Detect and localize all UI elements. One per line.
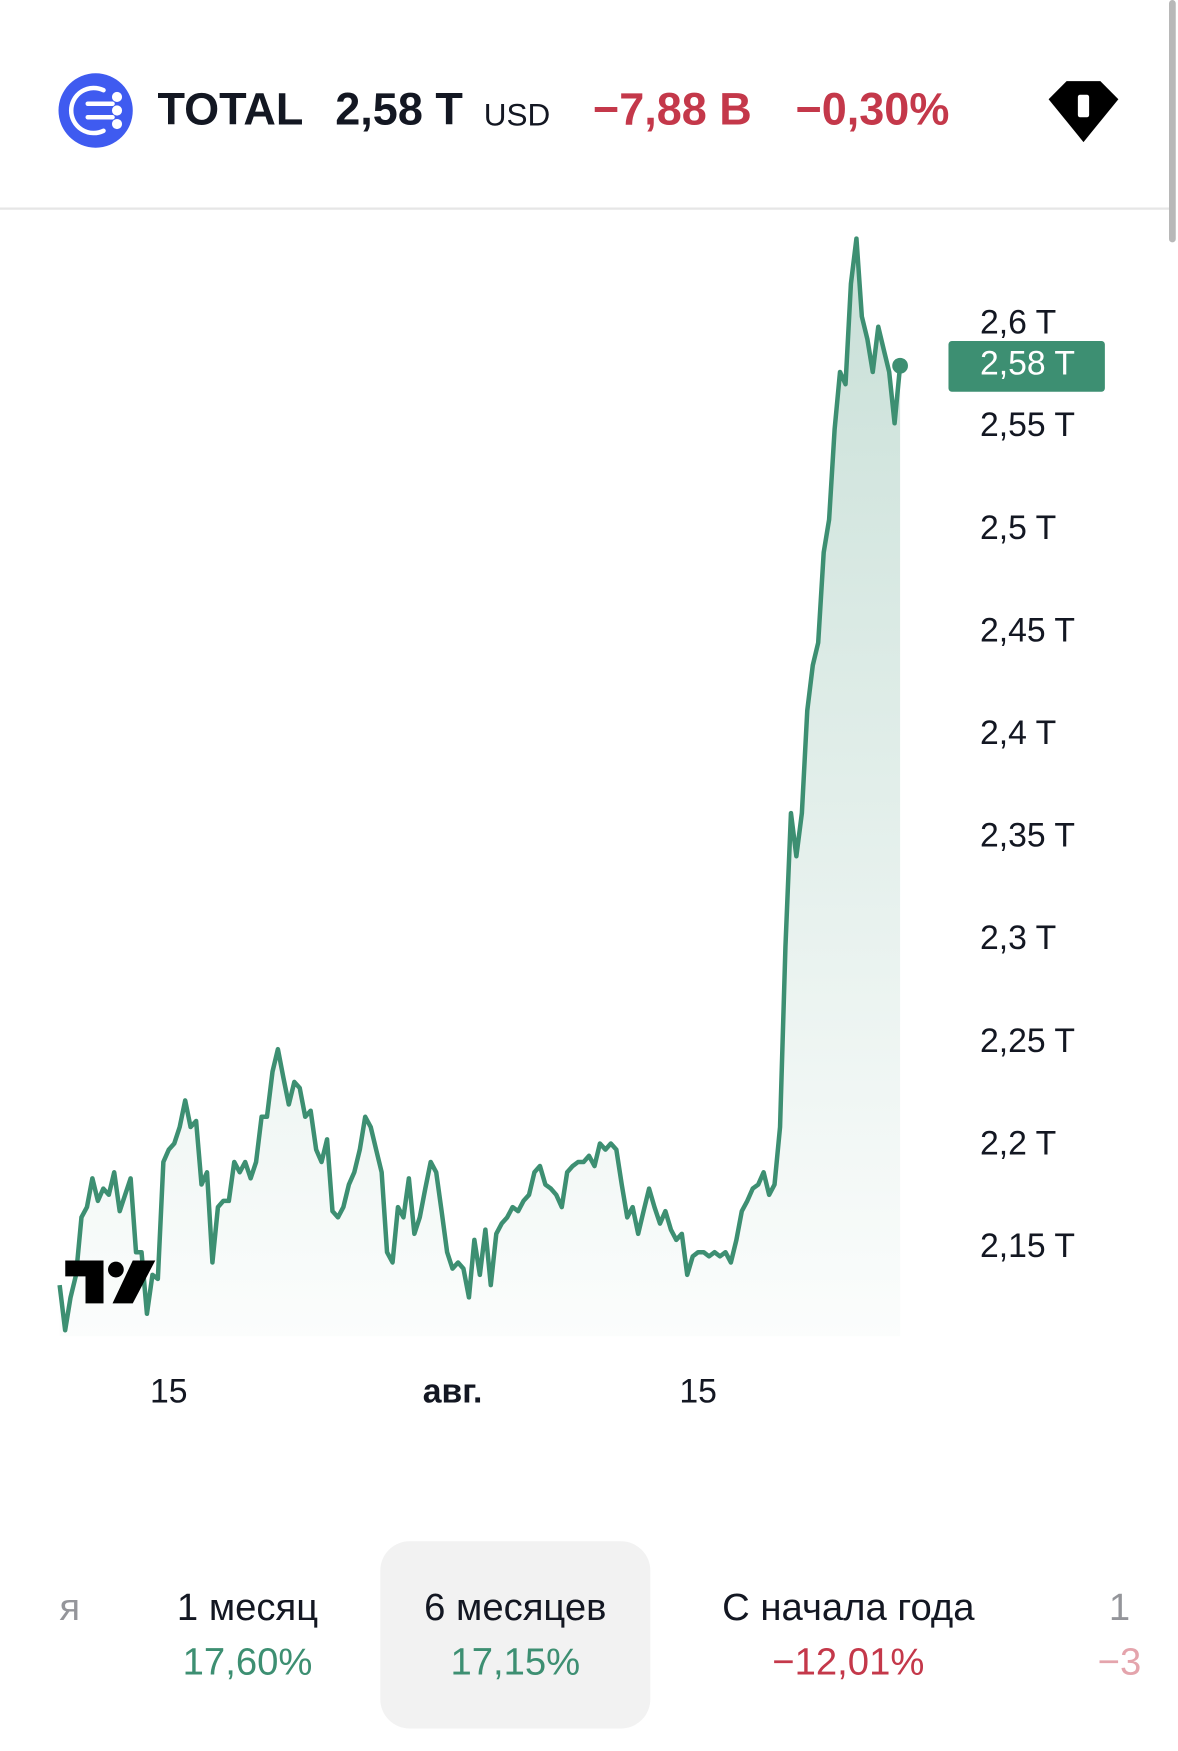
y-tick-label: 2,25 T [980,1022,1075,1060]
y-tick-label: 2,35 T [980,817,1075,855]
last-point [892,357,908,374]
currency: USD [484,97,550,133]
period-label[interactable]: С начала года [722,1586,975,1629]
period-label[interactable]: 1 месяц [177,1586,318,1629]
logo-part [108,1261,124,1278]
logo-part [65,1260,104,1304]
period-change[interactable]: 17,15% [450,1640,580,1683]
x-tick-label: авг. [423,1372,483,1410]
period-label[interactable]: 6 месяцев [424,1586,606,1629]
period-tabs: я 1 месяц 17,60% 6 месяцев 17,15% С начала го… [59,1586,1141,1683]
selected-period-bg [380,1541,651,1729]
change-percent: −0,30% [795,84,949,135]
y-tick-label: 2,3 T [980,919,1056,957]
tradingview-logo [65,1260,156,1304]
y-tick-label: 2,45 T [980,611,1075,649]
scrollbar [1168,0,1176,243]
period-label[interactable]: 1 [1109,1586,1130,1629]
price: 2,58 T [335,84,463,135]
logo-glyph [68,85,123,136]
change: −7,88 B [593,84,752,135]
last-value-badge [948,340,1105,392]
chart: 2,15 T 2,2 T 2,25 T 2,3 T 2,35 T 2,4 T 2,45 T 2… [57,236,1105,1411]
period-change[interactable]: −3 [1098,1640,1142,1683]
y-tick-label: 2,4 T [980,714,1056,752]
y-tick-label: 2,6 T [980,304,1056,342]
period-label[interactable]: я [59,1586,80,1629]
header: TOTAL 2,58 T USD −7,88 B −0,30% [0,0,1176,243]
logo-part [112,1260,156,1304]
x-tick-label: 15 [679,1372,717,1410]
last-value-label: 2,58 T [980,345,1075,383]
line [57,236,903,1333]
y-tick-label: 2,15 T [980,1227,1075,1265]
y-tick-label: 2,2 T [980,1124,1056,1162]
symbol-logo [58,73,133,148]
symbol: TOTAL [158,84,304,135]
premium-icon-candle [1077,94,1090,118]
y-tick-label: 2,55 T [980,406,1075,444]
period-change[interactable]: 17,60% [183,1640,313,1683]
period-change[interactable]: −12,01% [772,1640,924,1683]
x-tick-label: 15 [150,1372,188,1410]
area [59,238,901,1337]
y-tick-label: 2,5 T [980,509,1056,547]
